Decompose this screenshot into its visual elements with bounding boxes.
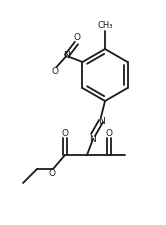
Text: O: O xyxy=(106,128,113,137)
Text: O: O xyxy=(74,34,81,43)
Text: N: N xyxy=(90,135,96,144)
Text: O: O xyxy=(61,128,69,137)
Text: N: N xyxy=(99,117,105,126)
Text: O: O xyxy=(48,169,55,178)
Text: O: O xyxy=(52,68,59,76)
Text: CH₃: CH₃ xyxy=(97,22,113,31)
Text: N: N xyxy=(63,52,70,61)
